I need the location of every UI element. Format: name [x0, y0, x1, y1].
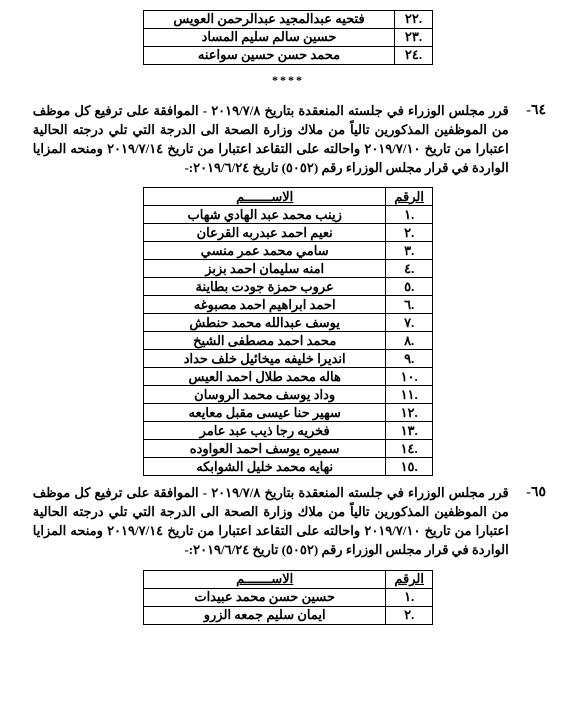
row-number: .٢٤ [395, 47, 433, 65]
decree-number: ٦٥- [512, 484, 546, 501]
header-number: الرقم [386, 188, 433, 206]
decree-text: قرر مجلس الوزراء في جلسته المنعقدة بتاري… [33, 484, 509, 559]
table-row: .١١وداد يوسف محمد الروسان [144, 386, 433, 404]
row-name: فتحيه عبدالمجيد عبدالرحمن العويس [144, 11, 395, 29]
employees-table-64: الرقمالاســـــــم .١زينب محمد عبد الهادي… [143, 187, 433, 476]
decree-65: ٦٥- قرر مجلس الوزراء في جلسته المنعقدة ب… [30, 484, 546, 559]
table-row: .١٥نهايه محمد خليل الشوابكه [144, 458, 433, 476]
table-row: .٢نعيم احمد عبدربه القرعان [144, 224, 433, 242]
table-row: .٢٣حسين سالم سليم المساد [144, 29, 433, 47]
employees-table-65: الرقمالاســـــــم .١حسين حسن محمد عبيدات… [143, 570, 433, 625]
header-name: الاســـــــم [144, 188, 386, 206]
table-row: .٢٤محمد حسن حسين سواعنه [144, 47, 433, 65]
table-row: .٨محمد احمد مصطفى الشيخ [144, 332, 433, 350]
row-name: محمد حسن حسين سواعنه [144, 47, 395, 65]
table-header: الرقمالاســـــــم [144, 570, 433, 588]
table-row: .١٤سميره يوسف احمد العواوده [144, 440, 433, 458]
decree-text: قرر مجلس الوزراء في جلسته المنعقدة بتاري… [33, 102, 509, 177]
header-name: الاســـــــم [144, 570, 386, 588]
table-row: .٩انديرا خليفه ميخائيل خلف حداد [144, 350, 433, 368]
table-row: .١٢سهير حنا عيسى مقبل معايعه [144, 404, 433, 422]
row-name: حسين سالم سليم المساد [144, 29, 395, 47]
table-row: .٧يوسف عبدالله محمد حنطش [144, 314, 433, 332]
decree-number: ٦٤- [512, 102, 546, 119]
table-row: .٢ايمان سليم جمعه الزرو [144, 606, 433, 624]
table-row: .١٠هاله محمد طلال احمد العيس [144, 368, 433, 386]
row-number: .٢٢ [395, 11, 433, 29]
decree-64: ٦٤- قرر مجلس الوزراء في جلسته المنعقدة ب… [30, 102, 546, 177]
section-separator: **** [30, 73, 546, 88]
table-row: .٥عروب حمزة جودت بطاينة [144, 278, 433, 296]
table-row: .٣سامي محمد عمر منسي [144, 242, 433, 260]
row-number: .٢٣ [395, 29, 433, 47]
table-row: .١زينب محمد عبد الهادي شهاب [144, 206, 433, 224]
table-header: الرقمالاســـــــم [144, 188, 433, 206]
table-row: .٤امنه سليمان احمد بزبز [144, 260, 433, 278]
table-row: .١٣فخريه رجا ذيب عبد عامر [144, 422, 433, 440]
header-number: الرقم [386, 570, 433, 588]
table-row: .٢٢فتحيه عبدالمجيد عبدالرحمن العويس [144, 11, 433, 29]
table-row: .١حسين حسن محمد عبيدات [144, 588, 433, 606]
continuation-table: .٢٢فتحيه عبدالمجيد عبدالرحمن العويس .٢٣ح… [143, 10, 433, 65]
table-row: .٦احمد ابراهيم احمد مصبوغه [144, 296, 433, 314]
